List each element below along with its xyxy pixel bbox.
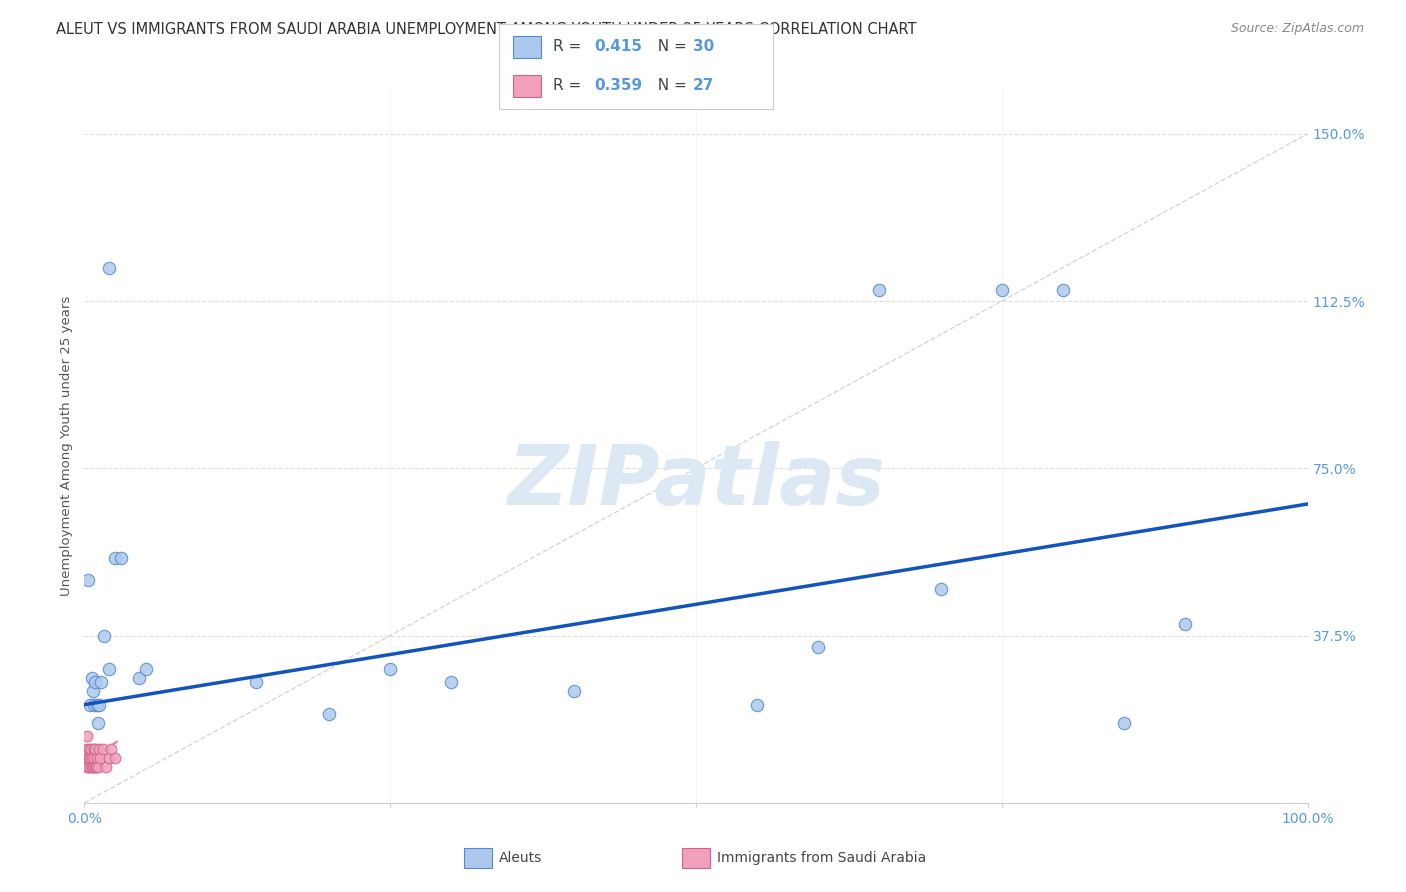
Text: Aleuts: Aleuts [499, 851, 543, 865]
Point [104, 751, 127, 765]
Point [82, 751, 104, 765]
Text: 0.415: 0.415 [595, 39, 643, 54]
Point [82, 760, 104, 774]
Y-axis label: Unemployment Among Youth under 25 years: Unemployment Among Youth under 25 years [60, 296, 73, 596]
Text: R =: R = [553, 39, 586, 54]
Point [87, 742, 110, 756]
Point [747, 698, 769, 712]
Text: N =: N = [648, 39, 692, 54]
Point [76, 760, 98, 774]
Point [83, 760, 105, 774]
Point [318, 706, 340, 721]
Point [929, 582, 952, 596]
Point [87, 715, 110, 730]
Point [97, 260, 120, 275]
Point [75, 742, 97, 756]
Point [1114, 715, 1136, 730]
Text: 30: 30 [693, 39, 714, 54]
Point [90, 675, 112, 690]
Point [87, 760, 110, 774]
Point [80, 671, 103, 685]
Text: N =: N = [648, 78, 692, 94]
Point [76, 729, 98, 743]
Text: R =: R = [553, 78, 586, 94]
Text: ALEUT VS IMMIGRANTS FROM SAUDI ARABIA UNEMPLOYMENT AMONG YOUTH UNDER 25 YEARS CO: ALEUT VS IMMIGRANTS FROM SAUDI ARABIA UN… [56, 22, 917, 37]
Point [440, 675, 463, 690]
Text: Source: ZipAtlas.com: Source: ZipAtlas.com [1230, 22, 1364, 36]
Point [104, 550, 127, 565]
Point [93, 628, 115, 642]
Point [128, 671, 150, 685]
Point [82, 684, 104, 698]
Point [380, 662, 402, 676]
Point [110, 550, 132, 565]
Point [84, 742, 107, 756]
Text: 27: 27 [693, 78, 714, 94]
Point [77, 742, 100, 756]
Point [97, 751, 120, 765]
Point [89, 751, 111, 765]
Point [100, 742, 122, 756]
Text: ZIPatlas: ZIPatlas [508, 442, 884, 522]
Point [991, 283, 1014, 297]
Point [84, 675, 107, 690]
Point [87, 698, 110, 712]
Point [135, 662, 157, 676]
Point [869, 283, 891, 297]
Point [79, 760, 101, 774]
Point [77, 573, 100, 587]
Point [83, 698, 105, 712]
Point [245, 675, 267, 690]
Point [1174, 617, 1197, 632]
Point [79, 751, 101, 765]
Point [79, 698, 101, 712]
Point [80, 760, 103, 774]
Text: 0.359: 0.359 [595, 78, 643, 94]
Point [97, 662, 120, 676]
Point [91, 742, 114, 756]
Point [562, 684, 585, 698]
Point [80, 742, 103, 756]
Point [84, 760, 107, 774]
Point [1052, 283, 1074, 297]
Point [86, 698, 108, 712]
Point [75, 751, 97, 765]
Point [77, 751, 100, 765]
Point [83, 751, 105, 765]
Point [77, 760, 100, 774]
Point [86, 751, 108, 765]
Point [807, 640, 830, 654]
Point [83, 742, 105, 756]
Text: Immigrants from Saudi Arabia: Immigrants from Saudi Arabia [717, 851, 927, 865]
Point [96, 760, 118, 774]
